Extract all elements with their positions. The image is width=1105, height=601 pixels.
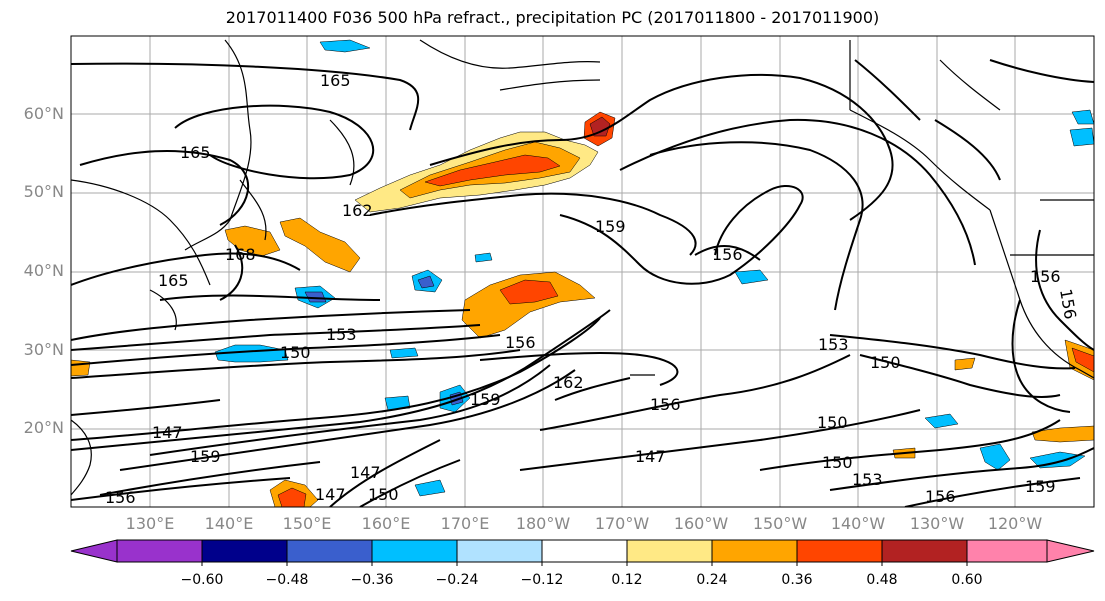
contour-label: 147 <box>350 463 381 482</box>
refractivity-contours <box>71 59 1094 507</box>
colorbar-tick-label: 0.12 <box>611 572 643 588</box>
precip-shading <box>71 39 1094 507</box>
contour-label: 156 <box>105 488 136 507</box>
contour-label: 147 <box>152 423 183 442</box>
colorbar-segment <box>286 539 373 563</box>
lon-label: 160°W <box>673 514 729 533</box>
colorbar-segment <box>201 539 288 563</box>
precip-positive-area <box>279 217 361 273</box>
contour-label: 153 <box>818 335 849 354</box>
lon-label: 120°W <box>987 514 1043 533</box>
precip-negative-area <box>414 479 446 497</box>
contour-label: 159 <box>1025 477 1056 496</box>
lon-label: 170°E <box>440 514 490 533</box>
lon-label: 130°E <box>125 514 175 533</box>
contour-label: 168 <box>225 245 256 264</box>
colorbar-segment <box>881 539 968 563</box>
colorbar-extend-min <box>70 539 118 563</box>
precip-positive-area <box>461 271 596 339</box>
precip-negative-area <box>417 275 435 289</box>
contour-label: 147 <box>315 485 346 504</box>
colorbar-tick-label: −0.48 <box>265 572 309 588</box>
contour-label: 159 <box>190 447 221 466</box>
colorbar-tick-label: 0.48 <box>866 572 898 588</box>
contour-label: 153 <box>852 470 883 489</box>
lon-label: 180°W <box>515 514 571 533</box>
lon-label: 170°W <box>594 514 650 533</box>
precip-negative-area <box>319 39 371 53</box>
colorbar-segment <box>796 539 883 563</box>
lat-label: 20°N <box>23 418 64 437</box>
lat-label: 50°N <box>23 182 64 201</box>
precip-negative-area <box>1071 109 1094 125</box>
lon-label: 140°E <box>204 514 254 533</box>
contour-label: 150 <box>368 485 399 504</box>
lat-label: 30°N <box>23 340 64 359</box>
precip-positive-area <box>71 359 91 377</box>
contour-label-group: 165 165 162 159 156 168 165 153 150 156 … <box>105 71 1080 507</box>
contour-label: 159 <box>595 217 626 236</box>
precip-negative-area <box>1069 127 1094 147</box>
precip-negative-area <box>389 347 419 359</box>
contour-label: 156 <box>1056 287 1080 320</box>
lat-label: 40°N <box>23 261 64 280</box>
colorbar <box>70 539 1095 566</box>
colorbar-segment <box>541 539 628 563</box>
contour-label: 156 <box>712 245 743 264</box>
contour-label: 162 <box>553 373 584 392</box>
precip-positive-area <box>424 154 561 187</box>
colorbar-extend-max <box>1046 539 1095 563</box>
contour-label: 150 <box>817 413 848 432</box>
colorbar-tick-label: −0.24 <box>435 572 479 588</box>
contour-label: 150 <box>870 353 901 372</box>
lon-label: 160°E <box>361 514 411 533</box>
contour-label: 156 <box>925 487 956 506</box>
contour-label: 150 <box>822 453 853 472</box>
precip-positive-area <box>499 279 559 305</box>
contour-label: 156 <box>1030 267 1061 286</box>
precip-negative-area <box>734 269 769 285</box>
contour-label: 147 <box>635 447 666 466</box>
precip-positive-area <box>954 357 976 371</box>
lat-label: 60°N <box>23 104 64 123</box>
lon-label: 150°E <box>282 514 332 533</box>
precip-positive-area <box>277 487 307 507</box>
colorbar-tick-label: 0.24 <box>696 572 728 588</box>
coastlines <box>71 39 1094 496</box>
lon-label: 140°W <box>830 514 886 533</box>
colorbar-tick-label: −0.36 <box>350 572 394 588</box>
contour-label: 165 <box>180 143 211 162</box>
contour-label: 159 <box>470 390 501 409</box>
colorbar-segment <box>626 539 713 563</box>
colorbar-tick-label: −0.12 <box>520 572 564 588</box>
precip-negative-area <box>979 443 1011 471</box>
precip-positive-area <box>1031 425 1094 443</box>
contour-label: 156 <box>505 333 536 352</box>
colorbar-tick-label: −0.60 <box>180 572 224 588</box>
contour-label: 162 <box>342 201 373 220</box>
graticule <box>71 36 1094 507</box>
precip-positive-area <box>1071 347 1094 373</box>
colorbar-segment <box>711 539 798 563</box>
colorbar-segment <box>456 539 543 563</box>
precip-negative-area <box>924 413 959 429</box>
colorbar-segment <box>116 539 203 563</box>
precip-negative-area <box>474 252 493 263</box>
contour-label: 156 <box>650 395 681 414</box>
colorbar-segment <box>966 539 1048 563</box>
map-title: 2017011400 F036 500 hPa refract., precip… <box>225 8 880 27</box>
contour-label: 153 <box>326 325 357 344</box>
lon-label: 130°W <box>909 514 965 533</box>
contour-label: 165 <box>158 271 189 290</box>
lon-label: 150°W <box>752 514 808 533</box>
contour-label: 150 <box>280 343 311 362</box>
colorbar-tick-label: 0.36 <box>781 572 813 588</box>
precip-negative-area <box>384 395 411 411</box>
contour-label: 165 <box>320 71 351 90</box>
colorbar-tick-label: 0.60 <box>951 572 983 588</box>
colorbar-segment <box>371 539 458 563</box>
